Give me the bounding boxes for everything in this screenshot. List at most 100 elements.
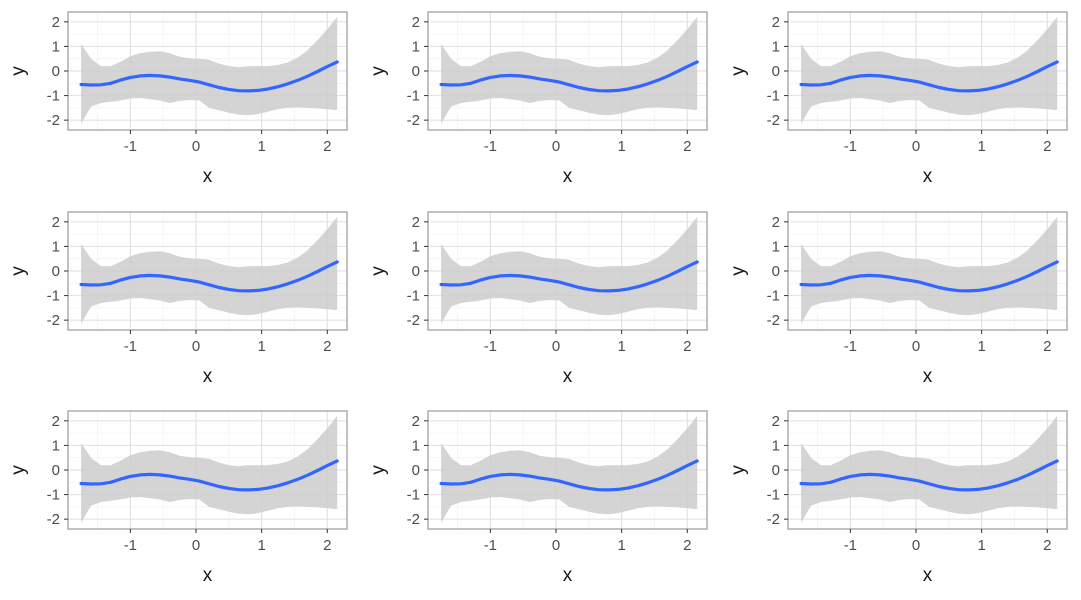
y-tick-label: 1 — [412, 238, 420, 255]
x-axis-title: x — [563, 565, 573, 586]
confidence-band — [441, 216, 698, 324]
x-tick-label: 1 — [617, 537, 625, 554]
y-tick-label: 1 — [52, 437, 60, 454]
x-tick-label: -1 — [484, 537, 497, 554]
y-tick-label: -1 — [767, 487, 780, 504]
confidence-band — [81, 216, 338, 324]
x-axis-title: x — [923, 166, 933, 187]
facet-panel-7: -1 0 1 2 -2 -1 0 1 2 x y — [8, 410, 348, 586]
y-tick-label: 1 — [412, 38, 420, 55]
y-tick-label: -2 — [767, 312, 780, 329]
y-tick-label: -2 — [407, 312, 420, 329]
y-tick-label: 0 — [52, 462, 60, 479]
x-axis-title: x — [923, 366, 933, 387]
x-tick-label: 0 — [192, 537, 200, 554]
x-tick-label: 0 — [912, 338, 920, 355]
smooth-line — [79, 260, 339, 293]
x-tick-label: 2 — [1043, 338, 1051, 355]
x-axis-title: x — [203, 366, 213, 387]
y-tick-label: 2 — [412, 14, 420, 31]
confidence-band — [801, 216, 1058, 324]
x-tick-label: -1 — [484, 138, 497, 155]
y-tick-label: 2 — [52, 214, 60, 231]
x-tick-label: -1 — [844, 138, 857, 155]
y-tick-label: -2 — [47, 511, 60, 528]
y-axis-title: y — [728, 465, 749, 475]
x-tick-label: -1 — [844, 338, 857, 355]
y-tick-label: -2 — [47, 112, 60, 129]
y-tick-label: 1 — [772, 437, 780, 454]
y-axis-title: y — [368, 465, 389, 475]
x-tick-label: 2 — [683, 138, 691, 155]
y-tick-label: 2 — [772, 14, 780, 31]
y-axis-title: y — [368, 266, 389, 276]
x-tick-label: 2 — [323, 138, 331, 155]
facet-panel-4: -1 0 1 2 -2 -1 0 1 2 x y — [8, 211, 348, 387]
facet-panel-8: -1 0 1 2 -2 -1 0 1 2 x y — [368, 410, 708, 586]
y-tick-label: 0 — [412, 63, 420, 80]
smooth-line — [79, 60, 339, 93]
facet-panel-6: -1 0 1 2 -2 -1 0 1 2 x y — [728, 211, 1068, 387]
x-tick-label: 2 — [1043, 537, 1051, 554]
x-tick-label: 1 — [977, 537, 985, 554]
y-tick-label: 1 — [772, 238, 780, 255]
y-tick-label: -1 — [47, 288, 60, 305]
facet-panel-9: -1 0 1 2 -2 -1 0 1 2 x y — [728, 410, 1068, 586]
confidence-band — [801, 415, 1058, 523]
x-tick-label: 2 — [1043, 138, 1051, 155]
facet-panel-1: -1 0 1 2 -2 -1 0 1 2 x y — [8, 11, 348, 187]
y-tick-label: 1 — [52, 38, 60, 55]
x-tick-label: -1 — [124, 138, 137, 155]
confidence-band — [801, 16, 1058, 124]
confidence-band — [441, 415, 698, 523]
x-tick-label: -1 — [124, 338, 137, 355]
x-tick-label: 2 — [683, 537, 691, 554]
confidence-band — [81, 16, 338, 124]
y-tick-label: -1 — [767, 288, 780, 305]
y-tick-label: 2 — [772, 214, 780, 231]
y-tick-label: 0 — [772, 63, 780, 80]
y-tick-label: -2 — [407, 112, 420, 129]
y-tick-label: 0 — [52, 263, 60, 280]
x-tick-label: 1 — [257, 138, 265, 155]
y-tick-label: -2 — [47, 312, 60, 329]
y-tick-label: -2 — [767, 511, 780, 528]
smooth-line — [799, 60, 1059, 93]
y-tick-label: 2 — [412, 413, 420, 430]
x-tick-label: -1 — [844, 537, 857, 554]
y-tick-label: 0 — [412, 263, 420, 280]
x-axis-title: x — [203, 565, 213, 586]
y-tick-label: -1 — [47, 88, 60, 105]
x-tick-label: 1 — [977, 338, 985, 355]
x-tick-label: 0 — [552, 537, 560, 554]
x-tick-label: 1 — [257, 338, 265, 355]
y-tick-label: 2 — [412, 214, 420, 231]
x-tick-label: 2 — [323, 537, 331, 554]
y-tick-label: 0 — [52, 63, 60, 80]
y-tick-label: 1 — [772, 38, 780, 55]
y-tick-label: 1 — [52, 238, 60, 255]
x-tick-label: 0 — [552, 338, 560, 355]
facet-panel-3: -1 0 1 2 -2 -1 0 1 2 x y — [728, 11, 1068, 187]
y-tick-label: 1 — [412, 437, 420, 454]
x-tick-label: 1 — [617, 138, 625, 155]
confidence-band — [441, 16, 698, 124]
facet-panel-2: -1 0 1 2 -2 -1 0 1 2 x y — [368, 11, 708, 187]
y-tick-label: 2 — [52, 14, 60, 31]
y-axis-title: y — [8, 465, 29, 475]
x-tick-label: 0 — [912, 138, 920, 155]
y-tick-label: -2 — [407, 511, 420, 528]
smooth-line — [439, 459, 699, 492]
x-tick-label: 0 — [192, 138, 200, 155]
x-tick-label: -1 — [124, 537, 137, 554]
smooth-line — [439, 60, 699, 93]
y-tick-label: -1 — [47, 487, 60, 504]
y-tick-label: 0 — [412, 462, 420, 479]
y-tick-label: 2 — [52, 413, 60, 430]
y-tick-label: 0 — [772, 462, 780, 479]
x-axis-title: x — [203, 166, 213, 187]
x-axis-title: x — [563, 166, 573, 187]
x-tick-label: 2 — [683, 338, 691, 355]
x-axis-title: x — [923, 565, 933, 586]
